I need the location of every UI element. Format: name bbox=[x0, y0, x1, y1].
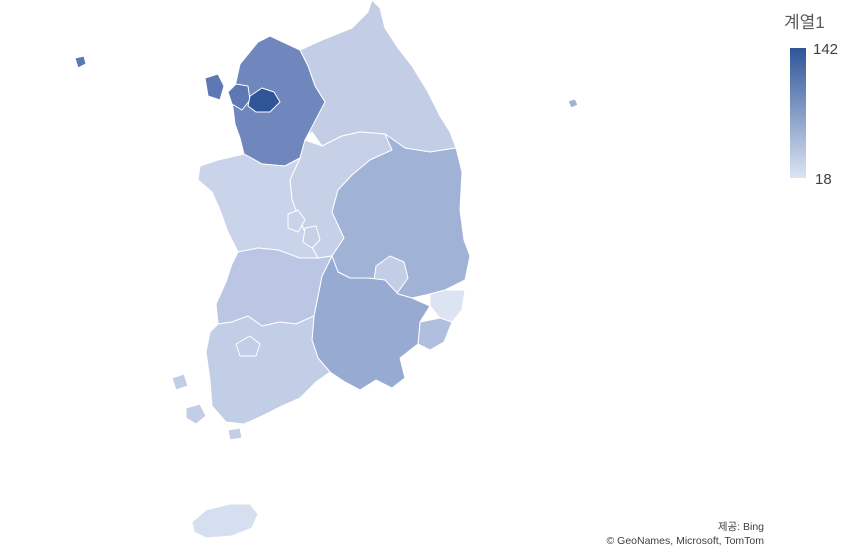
region-busan[interactable] bbox=[417, 317, 453, 351]
map-provider-credit: 제공: Bing bbox=[717, 521, 764, 533]
region-ulsan[interactable] bbox=[429, 289, 466, 323]
region-jeonbuk[interactable] bbox=[215, 247, 333, 327]
region-jeonnam-island-3[interactable] bbox=[227, 427, 243, 441]
region-incheon[interactable] bbox=[227, 83, 251, 111]
legend-max-label: 142 bbox=[813, 41, 839, 58]
legend-title: 계열1 bbox=[784, 13, 825, 32]
region-seoul[interactable] bbox=[247, 87, 281, 113]
region-incheon-island-1[interactable] bbox=[204, 73, 225, 101]
legend-color-scale bbox=[790, 48, 806, 178]
region-jeju[interactable] bbox=[191, 503, 259, 539]
region-jeonnam-island-1[interactable] bbox=[185, 403, 207, 425]
map-copyright-credit: © GeoNames, Microsoft, TomTom bbox=[606, 535, 765, 547]
region-ulleungdo[interactable] bbox=[567, 98, 579, 109]
legend-min-label: 18 bbox=[815, 171, 832, 188]
region-jeonnam-island-2[interactable] bbox=[171, 373, 189, 391]
region-daejeon[interactable] bbox=[302, 225, 321, 249]
region-incheon-island-2[interactable] bbox=[74, 55, 87, 69]
region-jeonnam[interactable] bbox=[205, 315, 331, 425]
region-gwangju[interactable] bbox=[235, 335, 261, 357]
region-gangwon[interactable] bbox=[299, 0, 457, 153]
region-sejong[interactable] bbox=[287, 209, 306, 233]
